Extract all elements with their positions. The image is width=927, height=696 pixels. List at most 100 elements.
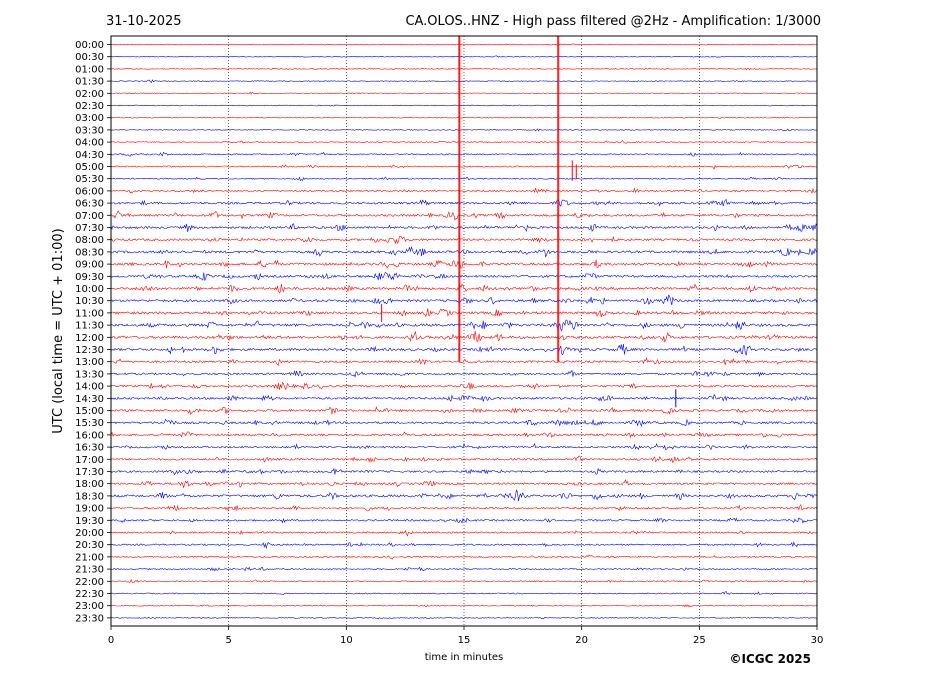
y-tick-label: 13:00 xyxy=(75,357,104,368)
plot-frame xyxy=(110,35,818,627)
trace-line xyxy=(110,489,818,502)
y-tick-label: 03:30 xyxy=(75,125,104,136)
y-tick-label: 19:30 xyxy=(75,516,104,527)
x-tick-label: 25 xyxy=(693,635,706,646)
y-tick-label: 22:00 xyxy=(75,577,104,588)
trace-line xyxy=(110,116,818,120)
y-tick-label: 05:00 xyxy=(75,162,104,173)
y-tick-label: 01:00 xyxy=(75,64,104,75)
trace-line xyxy=(110,442,818,451)
grid-lines xyxy=(228,36,700,626)
y-tick-label: 17:30 xyxy=(75,467,104,478)
trace-line xyxy=(110,455,818,463)
y-tick-label: 12:30 xyxy=(75,345,104,356)
y-tick-label: 15:30 xyxy=(75,418,104,429)
y-tick-label: 11:30 xyxy=(75,321,104,332)
y-tick-label: 10:30 xyxy=(75,296,104,307)
y-tick-label: 17:00 xyxy=(75,455,104,466)
x-tick-label: 20 xyxy=(575,635,588,646)
y-tick-label: 07:00 xyxy=(75,211,104,222)
y-tick-label: 04:30 xyxy=(75,150,104,161)
y-tick-label: 05:30 xyxy=(75,174,104,185)
y-tick-label: 00:00 xyxy=(75,40,104,51)
trace-line xyxy=(110,140,818,144)
y-tick-label: 23:00 xyxy=(75,601,104,612)
trace-line xyxy=(110,164,818,170)
y-tick-label: 16:30 xyxy=(75,443,104,454)
trace-line xyxy=(110,330,818,343)
trace-line xyxy=(110,187,818,194)
trace-line xyxy=(110,271,818,281)
trace-line xyxy=(110,357,817,366)
y-tick-label: 03:00 xyxy=(75,113,104,124)
copyright-label: ©ICGC 2025 xyxy=(729,652,811,666)
y-tick-label: 11:00 xyxy=(75,308,104,319)
trace-line xyxy=(110,223,818,232)
trace-line xyxy=(110,566,818,572)
trace-line xyxy=(110,393,818,403)
trace-line xyxy=(110,245,818,258)
trace-line xyxy=(110,259,818,269)
y-tick-label: 21:30 xyxy=(75,565,104,576)
y-tick-label: 22:30 xyxy=(75,589,104,600)
trace-line xyxy=(110,467,818,476)
seismic-events xyxy=(381,36,677,408)
x-tick-label: 0 xyxy=(108,635,114,646)
y-tick-label: 18:00 xyxy=(75,479,104,490)
y-tick-label: 07:30 xyxy=(75,223,104,234)
trace-line xyxy=(110,554,818,560)
trace-line xyxy=(110,369,818,378)
x-tick-label: 10 xyxy=(340,635,353,646)
y-tick-label: 19:00 xyxy=(75,504,104,515)
y-tick-label: 12:00 xyxy=(75,333,104,344)
y-tick-label: 10:00 xyxy=(75,284,104,295)
y-tick-label: 14:30 xyxy=(75,394,104,405)
y-tick-label: 20:00 xyxy=(75,528,104,539)
y-tick-label: 09:30 xyxy=(75,272,104,283)
trace-line xyxy=(110,406,818,415)
trace-line xyxy=(110,55,817,58)
trace-line xyxy=(110,67,818,71)
x-tick-labels: 0 5 10 15 20 25 30 xyxy=(108,626,824,646)
trace-line xyxy=(110,541,818,550)
trace-line xyxy=(110,578,817,583)
trace-line xyxy=(110,308,818,318)
y-tick-label: 04:00 xyxy=(75,138,104,149)
trace-line xyxy=(110,381,818,391)
trace-line xyxy=(110,151,818,157)
y-tick-label: 06:00 xyxy=(75,186,104,197)
trace-line xyxy=(110,529,818,537)
seismic-traces xyxy=(110,43,818,620)
trace-line xyxy=(110,294,818,306)
trace-line xyxy=(110,43,818,46)
y-tick-label: 21:00 xyxy=(75,552,104,563)
trace-line xyxy=(110,431,818,439)
trace-line xyxy=(110,283,818,294)
y-tick-label: 14:00 xyxy=(75,382,104,393)
y-tick-label: 18:30 xyxy=(75,491,104,502)
trace-line xyxy=(111,591,818,596)
trace-line xyxy=(110,176,818,182)
y-tick-label: 13:30 xyxy=(75,369,104,380)
trace-line xyxy=(110,617,817,620)
y-axis-label: UTC (local time = UTC + 01:00) xyxy=(51,228,66,433)
y-tick-label: 08:00 xyxy=(75,235,104,246)
trace-line xyxy=(110,517,818,524)
y-tick-label: 15:00 xyxy=(75,406,104,417)
trace-line xyxy=(111,418,818,427)
trace-line xyxy=(110,344,818,356)
y-tick-label: 01:30 xyxy=(75,77,104,88)
trace-line xyxy=(110,235,818,245)
date-label: 31-10-2025 xyxy=(106,14,182,29)
trace-line xyxy=(110,503,818,512)
x-axis-label: time in minutes xyxy=(425,652,504,663)
x-tick-label: 30 xyxy=(811,635,824,646)
y-tick-label: 06:30 xyxy=(75,199,104,210)
x-tick-label: 5 xyxy=(225,635,231,646)
trace-line xyxy=(110,319,818,332)
trace-line xyxy=(110,478,818,489)
y-tick-label: 00:30 xyxy=(75,52,104,63)
trace-line xyxy=(110,128,818,132)
trace-line xyxy=(111,604,818,608)
